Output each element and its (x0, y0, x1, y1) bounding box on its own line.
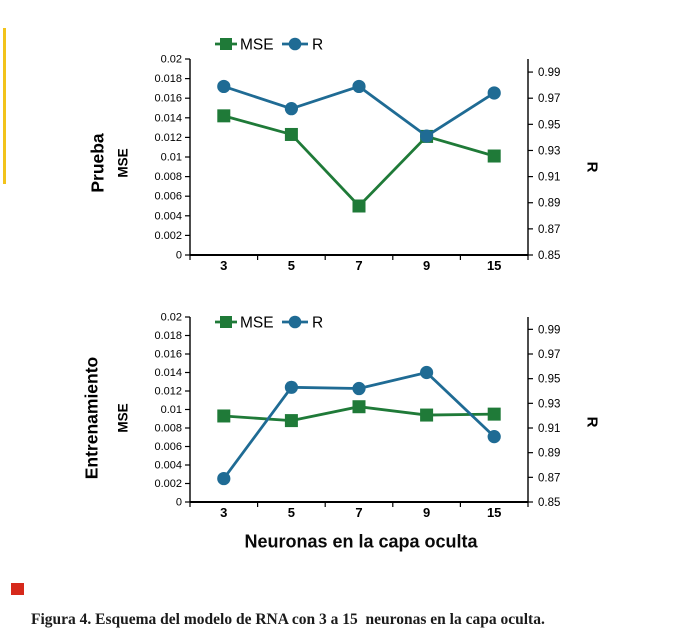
y-left-tick-label: 0.004 (154, 210, 182, 222)
marker-square-mse (487, 149, 501, 163)
y-right-tick-label: 0.91 (538, 423, 560, 435)
marker-square-mse (352, 400, 366, 414)
y-left-tick-label: 0.012 (154, 386, 182, 398)
y-left-tick-label: 0.016 (154, 349, 182, 361)
x-tick-label: 7 (355, 258, 362, 273)
y-right-tick-label: 0.93 (538, 398, 560, 410)
x-tick-label: 7 (355, 505, 362, 520)
x-tick-label: 15 (487, 258, 501, 273)
y-right-tick-label: 0.95 (538, 119, 560, 131)
caption-spanish: Figura 4. Esquema del modelo de RNA con … (31, 611, 545, 628)
x-tick-label: 3 (220, 505, 227, 520)
legend-circle-icon (288, 315, 302, 329)
y-right-tick-label: 0.93 (538, 145, 560, 157)
marker-circle-r (284, 380, 298, 394)
x-tick-label: 15 (487, 505, 501, 520)
chart-entrenamiento: 0.02 0.018 0.016 0.014 0.012 0.01 0.008 0.006 0.… (130, 298, 610, 536)
y-right-tick-label: 0.85 (538, 250, 560, 262)
y-right-tick-label: 0.99 (538, 67, 560, 79)
y-left-tick-label: 0.01 (161, 152, 182, 164)
marker-square-mse (217, 409, 231, 423)
x-axis-title: Neuronas en la capa oculta (244, 531, 478, 552)
y-left-tick-label: 0.004 (154, 460, 182, 472)
y-left-tick-label: 0.006 (154, 191, 182, 203)
legend-square-icon (220, 38, 232, 50)
y-right-axis-label-bottom: R (583, 416, 601, 428)
marker-circle-r (217, 79, 231, 94)
legend-label: R (312, 315, 323, 332)
marker-circle-r (420, 129, 434, 143)
legend-label: R (312, 37, 323, 54)
legend-label: MSE (240, 315, 274, 332)
marker-circle-r (284, 102, 298, 116)
series-line-mse (223, 114, 495, 209)
marker-circle-r (352, 79, 366, 94)
caption-bullet-icon (11, 583, 24, 595)
y-left-tick-label: 0.01 (161, 404, 182, 416)
y-right-axis-label-top: R (583, 161, 601, 173)
y-right-tick-label: 0.97 (538, 349, 560, 361)
marker-circle-r (217, 471, 231, 486)
y-left-tick-label: 0.014 (154, 112, 182, 124)
y-right-tick-label: 0.87 (538, 224, 560, 236)
x-tick-label: 3 (220, 258, 227, 273)
legend-circle-icon (288, 37, 302, 51)
y-left-axis-label-bottom: MSE (115, 403, 131, 433)
y-left-tick-label: 0.018 (154, 73, 182, 85)
figure-caption: Figura 4. Esquema del modelo de RNA con … (31, 575, 651, 633)
y-right-tick-label: 0.97 (538, 93, 560, 105)
series-line-r (223, 84, 495, 138)
x-tick-label: 5 (288, 258, 295, 273)
y-right-tick-label: 0.89 (538, 198, 560, 210)
y-right-tick-label: 0.85 (538, 497, 560, 509)
chart-canvas: 0.02 0.018 0.016 0.014 0.012 0.01 0.008 0.006 0.… (154, 312, 560, 521)
x-tick-label: 5 (288, 505, 295, 520)
x-tick-label: 9 (423, 505, 430, 520)
y-left-tick-label: 0.006 (154, 441, 182, 453)
legend-square-icon (220, 316, 232, 328)
y-left-tick-label: 0.002 (154, 478, 182, 490)
y-right-tick-label: 0.87 (538, 472, 560, 484)
panel-label-prueba: Prueba (87, 133, 108, 193)
marker-circle-r (487, 86, 501, 100)
y-left-tick-label: 0 (176, 497, 182, 509)
y-left-axis-label-top: MSE (115, 148, 131, 178)
marker-square-mse (487, 407, 501, 421)
y-right-tick-label: 0.89 (538, 448, 560, 460)
y-right-tick-label: 0.99 (538, 324, 560, 336)
y-left-tick-label: 0.012 (154, 132, 182, 144)
y-right-tick-label: 0.95 (538, 374, 560, 386)
legend-label: MSE (240, 37, 274, 54)
y-left-tick-label: 0.02 (161, 312, 182, 324)
y-left-tick-label: 0.008 (154, 423, 182, 435)
marker-circle-r (420, 365, 434, 380)
y-right-tick-label: 0.91 (538, 172, 560, 184)
chart-prueba: 0.02 0.018 0.016 0.014 0.012 0.01 0.008 0.006 0.… (130, 28, 610, 292)
y-left-tick-label: 0.014 (154, 367, 182, 379)
marker-square-mse (284, 414, 298, 428)
panel-label-entrenamiento: Entrenamiento (81, 356, 102, 480)
marker-square-mse (420, 408, 434, 422)
y-left-tick-label: 0.02 (161, 54, 182, 66)
x-tick-label: 9 (423, 258, 430, 273)
y-left-tick-label: 0.016 (154, 93, 182, 105)
marker-circle-r (352, 381, 366, 396)
left-accent-bar (3, 28, 6, 184)
marker-circle-r (487, 430, 501, 444)
marker-square-mse (352, 199, 366, 213)
chart-canvas: 0.02 0.018 0.016 0.014 0.012 0.01 0.008 0.006 0.… (154, 37, 560, 274)
y-left-tick-label: 0.018 (154, 330, 182, 342)
marker-square-mse (284, 127, 298, 141)
y-left-tick-label: 0 (176, 250, 182, 262)
marker-square-mse (217, 109, 231, 123)
y-left-tick-label: 0.008 (154, 171, 182, 183)
y-left-tick-label: 0.002 (154, 230, 182, 242)
